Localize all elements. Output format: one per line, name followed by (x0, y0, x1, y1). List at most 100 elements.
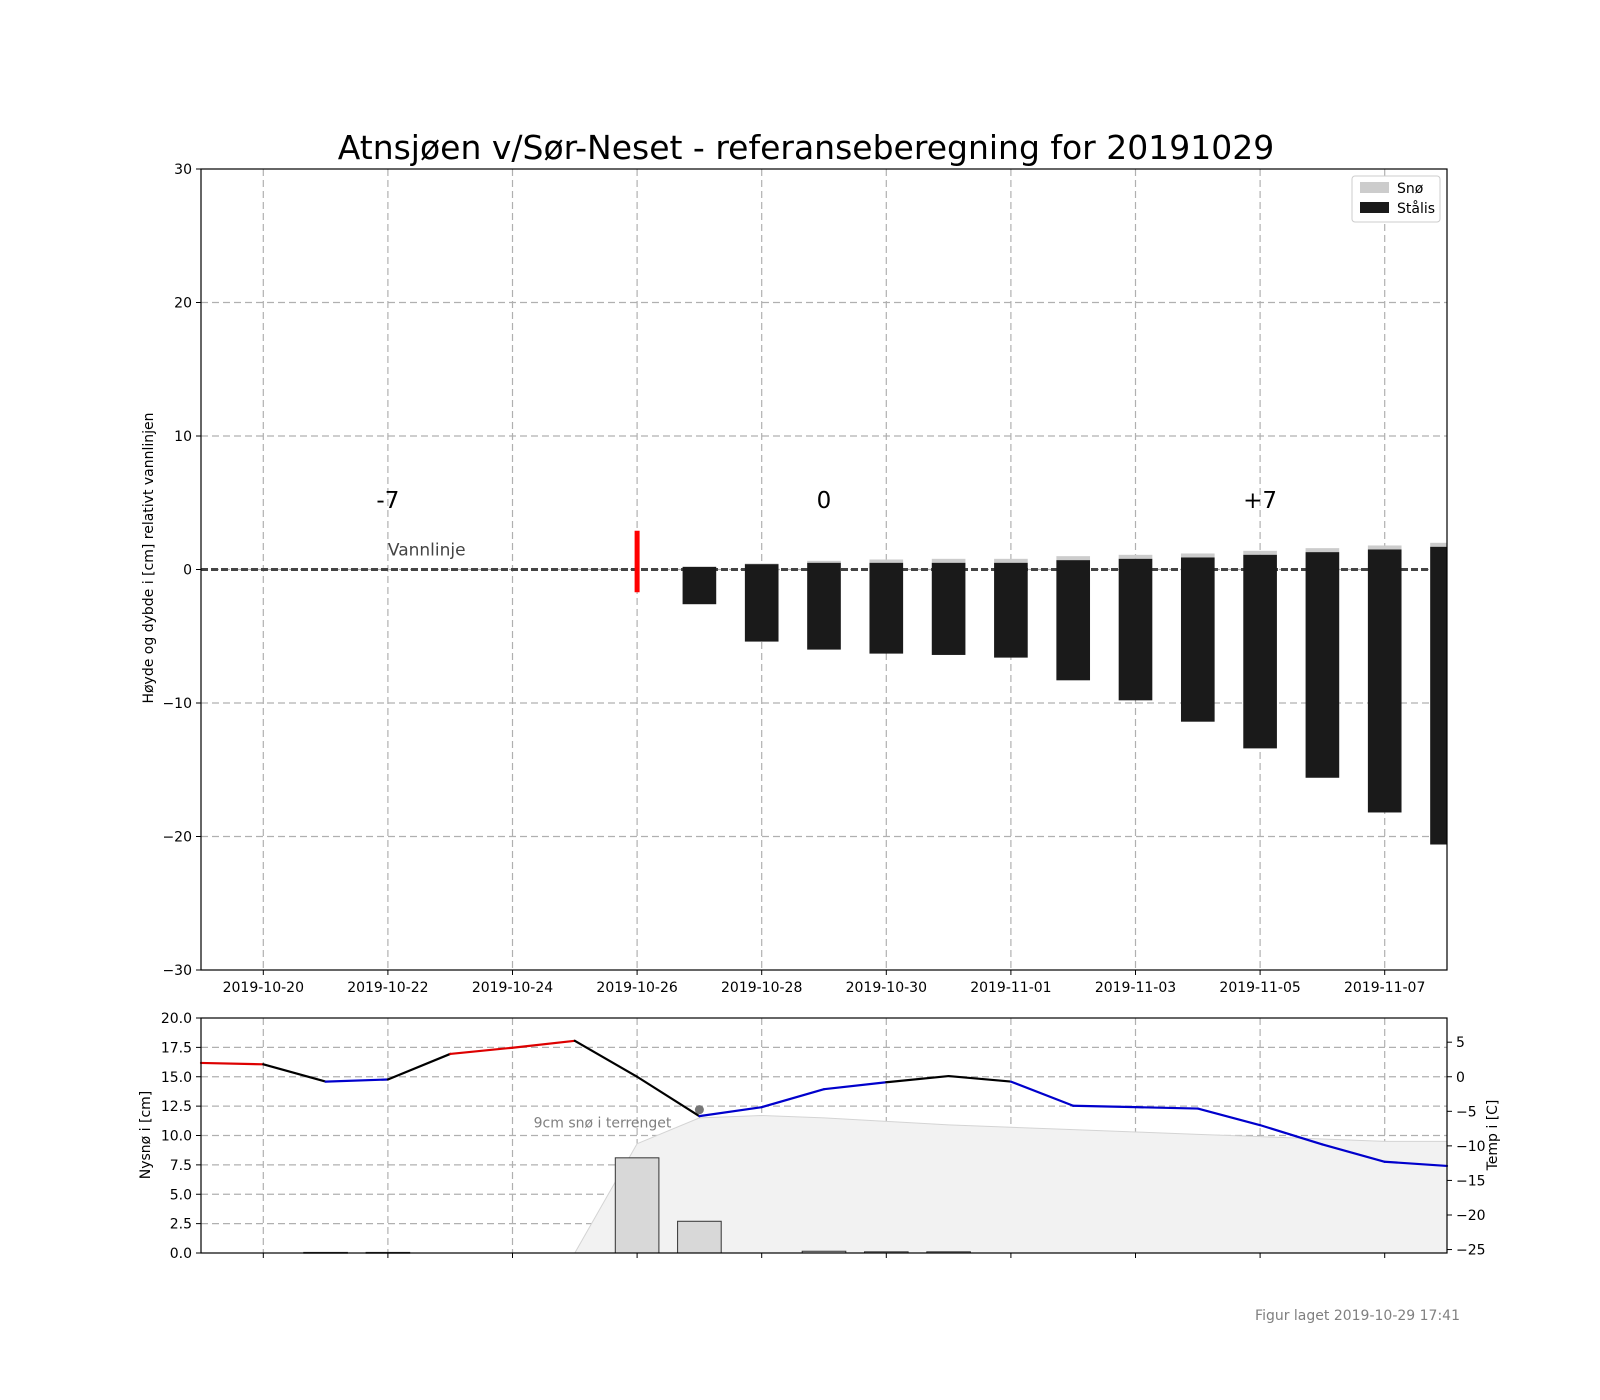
sub-ytick-label: 10.0 (161, 1129, 192, 1145)
sub-ytick-label: 17.5 (161, 1040, 192, 1056)
ice-bar (1367, 549, 1402, 813)
sub-ytick-label: 0.0 (170, 1246, 192, 1262)
temperature-segment (199, 1061, 265, 1066)
main-ytick-label: −10 (162, 696, 192, 712)
ice-bar (1118, 558, 1153, 701)
main-ytick-label: 10 (174, 429, 192, 445)
figure-footer: Figur laget 2019-10-29 17:41 (1255, 1308, 1460, 1324)
ice-bar (994, 562, 1028, 658)
main-xtick-label: 2019-11-01 (970, 980, 1051, 996)
temperature-segment (1383, 1160, 1449, 1168)
sub-y2tick-label: −20 (1456, 1208, 1486, 1224)
main-xtick-label: 2019-10-24 (472, 980, 553, 996)
main-ytick-label: −20 (162, 830, 192, 846)
sub-ytick-label: 20.0 (161, 1011, 192, 1027)
main-xtick-label: 2019-10-28 (721, 980, 802, 996)
snow-depth-marker (694, 1105, 704, 1115)
legend-swatch (1360, 182, 1389, 193)
sub-ytick-label: 5.0 (170, 1187, 192, 1203)
temperature-segment (1196, 1107, 1262, 1127)
main-xtick-label: 2019-11-07 (1344, 980, 1425, 996)
temperature-segment (262, 1063, 327, 1083)
temperature-segment (1009, 1080, 1075, 1107)
snow-depth-annotation: 9cm snø i terrenget (534, 1116, 672, 1132)
ice-bar (869, 562, 904, 654)
temperature-segment (822, 1081, 888, 1091)
snow-bar (1305, 548, 1340, 553)
snow-bar (1430, 542, 1447, 547)
temperature-segment (885, 1074, 950, 1084)
snow-bar (931, 558, 966, 563)
temperature-segment (1072, 1104, 1137, 1109)
legend-label: Snø (1397, 181, 1424, 197)
waterline-label: Vannlinje (388, 541, 466, 561)
main-xtick-label: 2019-11-05 (1219, 980, 1300, 996)
main-ylabel: Høyde og dybde i [cm] relativt vannlinje… (141, 412, 157, 703)
main-ytick-label: −30 (162, 963, 192, 979)
ice-bar (1243, 554, 1277, 749)
ice-bar (931, 562, 966, 655)
legend-label: Stålis (1397, 200, 1435, 217)
sub-y2tick-label: 5 (1456, 1035, 1465, 1051)
snow-bar (1243, 550, 1277, 555)
temperature-segment (635, 1075, 701, 1118)
snow-bar (1118, 554, 1153, 559)
snow-bar (1180, 553, 1215, 558)
temperature-segment (511, 1039, 576, 1049)
ice-bar (744, 564, 779, 642)
ice-bar (1305, 552, 1340, 778)
temperature-segment (698, 1106, 763, 1118)
day-offset-label: -7 (376, 488, 399, 514)
ice-thickness-chart: Høyde og dybde i [cm] relativt vannlinje… (141, 162, 1448, 996)
main-xtick-label: 2019-11-03 (1095, 980, 1176, 996)
sub-ytick-label: 2.5 (170, 1217, 192, 1233)
sub-y2tick-label: −15 (1456, 1173, 1486, 1189)
temperature-segment (1134, 1106, 1199, 1110)
temperature-segment (1321, 1143, 1386, 1163)
ice-bar (682, 566, 717, 605)
temperature-segment (449, 1046, 514, 1056)
sub-y2tick-label: −5 (1456, 1104, 1477, 1120)
ice-bar (807, 562, 841, 650)
snow-bar (1056, 556, 1091, 561)
main-xtick-label: 2019-10-26 (596, 980, 677, 996)
snow-bar (1367, 545, 1402, 550)
main-xtick-label: 2019-10-22 (347, 980, 428, 996)
weather-chart: Nysnø i [cm] Temp i [C] 9cm snø i terren… (138, 1011, 1501, 1262)
temperature-segment (760, 1088, 826, 1109)
sub-ytick-label: 12.5 (161, 1099, 192, 1115)
snow-bar (994, 558, 1028, 563)
snow-bar (807, 560, 841, 563)
legend-swatch (1360, 202, 1389, 213)
ice-bar (1430, 546, 1447, 845)
new-snow-bar (677, 1220, 722, 1254)
temperature-segment (324, 1078, 389, 1083)
sub-y2tick-label: 0 (1456, 1070, 1465, 1086)
day-offset-label: 0 (817, 488, 832, 514)
figure-title: Atnsjøen v/Sør-Neset - referanseberegnin… (338, 128, 1274, 167)
sub-y2label: Temp i [C] (1485, 1100, 1501, 1172)
snow-bar (869, 559, 904, 563)
temperature-segment (947, 1074, 1013, 1083)
sub-ylabel: Nysnø i [cm] (138, 1091, 154, 1180)
new-snow-bar (614, 1157, 660, 1254)
legend: Snø Stålis (1351, 175, 1441, 223)
main-ytick-label: 30 (174, 162, 192, 178)
main-xtick-label: 2019-10-20 (223, 980, 304, 996)
temperature-segment (1258, 1124, 1324, 1146)
temperature-segment (386, 1052, 452, 1081)
snow-bar (744, 563, 779, 565)
sub-ytick-label: 15.0 (161, 1070, 192, 1086)
sub-y2tick-label: −25 (1456, 1243, 1486, 1259)
snow-on-ground-area (201, 1115, 1448, 1254)
main-ytick-label: 20 (174, 296, 192, 312)
main-xtick-label: 2019-10-30 (846, 980, 927, 996)
main-ytick-label: 0 (183, 563, 192, 579)
ice-bar (1056, 560, 1091, 681)
sub-ytick-label: 7.5 (170, 1158, 192, 1174)
temperature-segment (573, 1039, 639, 1078)
day-offset-label: +7 (1243, 488, 1277, 514)
ice-bar (1180, 557, 1215, 722)
sub-y2tick-label: −10 (1456, 1139, 1486, 1155)
